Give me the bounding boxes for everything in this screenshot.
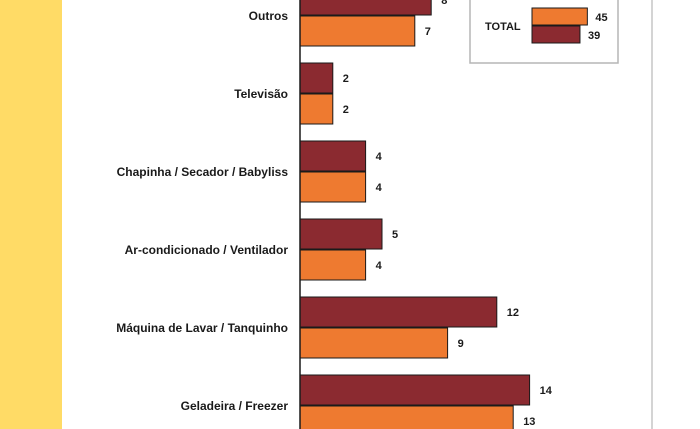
legend-total-label: TOTAL	[485, 21, 521, 33]
bars-group: Outros 8 7 Televisão 2 2 Chapinha / Secador / …	[116, 0, 553, 429]
legend-total-value-dark-red: 39	[588, 30, 600, 42]
value-label-ar-condicionado-ventilador-series-dark-red: 5	[392, 229, 398, 241]
category-label-chapinha-secador-babyliss: Chapinha / Secador / Babyliss	[117, 165, 289, 179]
bar-geladeira-freezer-series-orange	[299, 405, 514, 429]
value-label-geladeira-freezer-series-orange: 13	[523, 416, 535, 428]
bar-maquina-de-lavar-tanquinho-series-orange	[299, 327, 449, 359]
bar-outros-series-dark-red	[299, 0, 432, 16]
value-label-maquina-de-lavar-tanquinho-series-dark-red: 12	[507, 307, 519, 319]
bar-outros-series-orange	[299, 15, 416, 47]
category-label-maquina-de-lavar-tanquinho: Máquina de Lavar / Tanquinho	[116, 321, 288, 335]
legend-frame	[469, 0, 619, 64]
totals-legend: TOTAL 45 39	[469, 0, 619, 64]
side-decoration-stripe	[0, 0, 62, 429]
bar-geladeira-freezer-series-dark-red	[299, 374, 531, 406]
bar-maquina-de-lavar-tanquinho-series-dark-red	[299, 296, 498, 328]
bar-chapinha-secador-babyliss-series-orange	[299, 171, 367, 203]
bar-televisao-series-dark-red	[299, 62, 334, 94]
value-label-chapinha-secador-babyliss-series-dark-red: 4	[376, 151, 383, 163]
value-label-maquina-de-lavar-tanquinho-series-orange: 9	[458, 338, 464, 350]
bar-ar-condicionado-ventilador-series-dark-red	[299, 218, 383, 250]
value-label-chapinha-secador-babyliss-series-orange: 4	[376, 182, 383, 194]
value-label-televisao-series-orange: 2	[343, 104, 349, 116]
category-label-outros: Outros	[249, 9, 289, 23]
value-label-televisao-series-dark-red: 2	[343, 73, 349, 85]
category-label-ar-condicionado-ventilador: Ar-condicionado / Ventilador	[125, 243, 289, 257]
legend-total-bar-dark-red	[531, 25, 581, 44]
legend-total-bar-orange	[531, 7, 588, 26]
value-label-outros-series-orange: 7	[425, 26, 431, 38]
category-label-geladeira-freezer: Geladeira / Freezer	[181, 399, 289, 413]
bar-ar-condicionado-ventilador-series-orange	[299, 249, 367, 281]
value-label-ar-condicionado-ventilador-series-orange: 4	[376, 260, 383, 272]
value-label-outros-series-dark-red: 8	[441, 0, 447, 7]
value-label-geladeira-freezer-series-dark-red: 14	[540, 385, 553, 397]
bar-televisao-series-orange	[299, 93, 334, 125]
panel-border	[651, 0, 653, 429]
bar-chapinha-secador-babyliss-series-dark-red	[299, 140, 367, 172]
category-label-televisao: Televisão	[234, 87, 288, 101]
legend-total-value-orange: 45	[595, 12, 607, 24]
